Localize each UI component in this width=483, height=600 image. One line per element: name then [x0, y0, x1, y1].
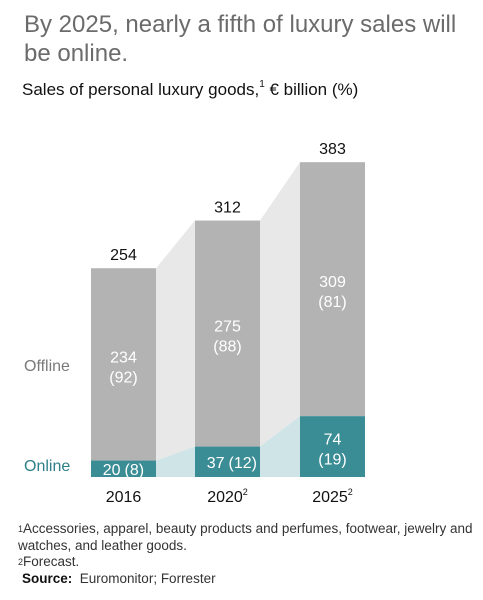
offline-share-label: (92)	[109, 369, 137, 386]
footnote-1-marker: 1	[18, 524, 24, 534]
online-value-label: 37	[207, 455, 225, 472]
online-connector-band	[260, 416, 300, 477]
footnote-1-text: Accessories, apparel, beauty products an…	[18, 521, 473, 553]
series-label-offline: Offline	[24, 358, 70, 375]
online-share-label: (19)	[318, 452, 346, 469]
bar-total-label: 312	[214, 200, 241, 217]
subtitle-unit: € billion (%)	[264, 80, 359, 99]
offline-connector-band	[156, 220, 195, 461]
online-share-label: (8)	[125, 462, 145, 479]
online-bar-segment	[91, 460, 156, 477]
footnote-2: 2Forecast.	[18, 554, 473, 571]
category-label: 2016	[106, 489, 142, 506]
footnote-1: 1Accessories, apparel, beauty products a…	[18, 521, 473, 554]
category-label: 20202	[207, 487, 248, 506]
source-text: Euromonitor; Forrester	[79, 570, 216, 586]
footnote-2-marker: 2	[18, 557, 24, 567]
online-value-label: 20	[103, 462, 121, 479]
offline-share-label: (81)	[318, 294, 346, 311]
offline-connector-band	[260, 162, 300, 447]
offline-value-label: 309	[319, 274, 346, 291]
online-bar-segment	[300, 416, 365, 477]
chart-headline: By 2025, nearly a fifth of luxury sales …	[24, 11, 457, 67]
footnote-2-text: Forecast.	[23, 554, 80, 569]
online-share-label: (12)	[229, 455, 257, 472]
offline-bar-segment	[91, 268, 156, 461]
offline-share-label: (88)	[213, 339, 241, 356]
offline-bar-segment	[300, 162, 365, 417]
offline-value-label: 275	[214, 319, 241, 336]
stacked-bar-chart: 254 234 (92) 20 (8) 2016 312 275 (88) 37 (12) 20202…	[24, 141, 365, 506]
online-value-label: 74	[324, 432, 342, 449]
online-connector-band	[156, 446, 195, 477]
chart-subtitle: Sales of personal luxury goods,1 € billi…	[22, 79, 359, 100]
category-label: 20252	[312, 487, 353, 506]
source-line: Source: Euromonitor; Forrester	[18, 571, 473, 588]
offline-value-label: 234	[110, 349, 137, 366]
source-label: Source:	[22, 570, 73, 586]
series-label-online: Online	[24, 458, 70, 475]
subtitle-main: Sales of personal luxury goods,	[22, 80, 260, 99]
subtitle-footnote-ref: 1	[259, 79, 265, 90]
footnotes: 1Accessories, apparel, beauty products a…	[18, 521, 473, 587]
online-bar-segment	[195, 446, 260, 477]
bar-total-label: 254	[110, 247, 137, 264]
offline-bar-segment	[195, 220, 260, 447]
bar-total-label: 383	[319, 141, 346, 158]
